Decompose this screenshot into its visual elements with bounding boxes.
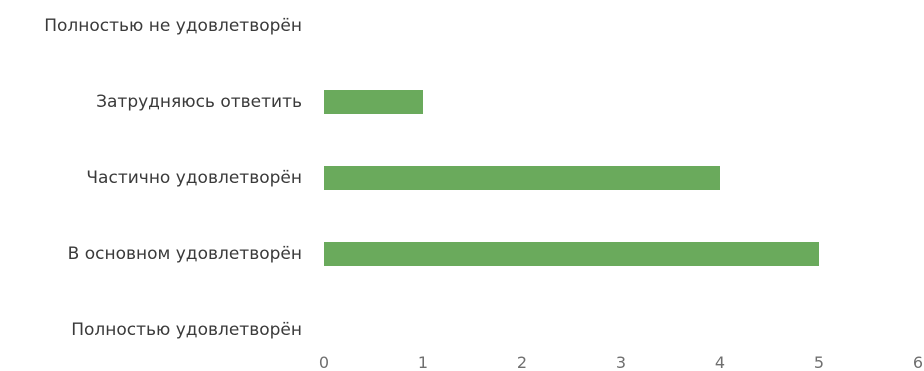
x-tick-label: 0	[319, 353, 329, 371]
bar	[324, 166, 720, 190]
bars	[324, 90, 819, 266]
x-tick-label: 2	[517, 353, 527, 371]
x-tick-label: 1	[418, 353, 428, 371]
x-tick-label: 4	[715, 353, 725, 371]
category-label: Полностью не удовлетворён	[44, 16, 302, 36]
category-label: Полностью удовлетворён	[71, 320, 302, 340]
category-label: В основном удовлетворён	[68, 244, 302, 264]
x-axis-tick-labels: 0 1 2 3 4 5 6	[319, 353, 923, 371]
category-label: Частично удовлетворён	[86, 168, 302, 188]
bar	[324, 90, 423, 114]
bar	[324, 242, 819, 266]
category-labels: Полностью не удовлетворён Затрудняюсь отв…	[44, 16, 302, 340]
category-label: Затрудняюсь ответить	[96, 92, 302, 112]
x-tick-label: 3	[616, 353, 626, 371]
x-tick-label: 6	[913, 353, 923, 371]
x-tick-label: 5	[814, 353, 824, 371]
